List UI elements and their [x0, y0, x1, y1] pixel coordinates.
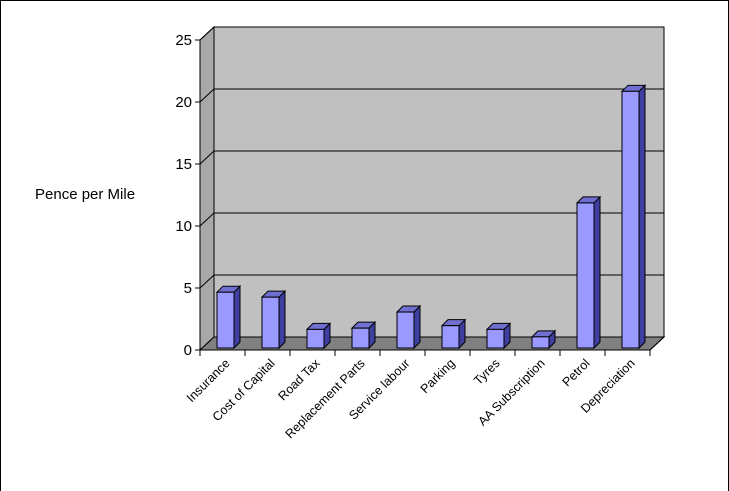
bar-front: [486, 328, 505, 349]
gridline: [199, 150, 664, 165]
bar-front: [576, 202, 595, 349]
y-tick-label: 5: [184, 280, 192, 297]
x-category-label: Parking: [418, 356, 458, 396]
x-axis-depth-line: [649, 336, 665, 351]
bar: [485, 322, 512, 350]
bar: [575, 195, 602, 350]
chart-gridlines: [199, 26, 664, 289]
bar-front: [621, 90, 640, 349]
bar: [215, 284, 242, 350]
bar: [395, 304, 422, 350]
bar-side: [593, 195, 601, 350]
bar-front: [396, 311, 415, 349]
bar: [620, 84, 647, 350]
bar-front: [531, 336, 550, 349]
bar-front: [261, 296, 280, 349]
bar-front: [216, 291, 235, 349]
bar-side: [233, 284, 241, 350]
bar-front: [351, 327, 370, 349]
x-category-label: Road Tax: [276, 356, 324, 404]
x-category-label: Tyres: [471, 356, 503, 388]
bar: [440, 318, 467, 350]
chart-axes: [199, 40, 665, 356]
bar: [530, 329, 557, 350]
bar: [260, 289, 287, 350]
gridline: [199, 88, 664, 103]
bar: [305, 322, 332, 350]
bar: [350, 320, 377, 350]
side-wall: [199, 25, 215, 352]
gridline: [199, 26, 664, 41]
y-tick-label: 0: [184, 342, 192, 359]
gridline: [199, 274, 664, 289]
x-category-label: Replacement Parts: [283, 356, 368, 441]
bar-front: [306, 328, 325, 349]
bar-side: [638, 84, 646, 350]
y-axis-ticks: 0 5 10 15 20 25: [175, 32, 200, 359]
y-tick-label: 10: [175, 218, 192, 235]
chart-bars: [215, 84, 647, 350]
x-category-label: Petrol: [560, 356, 593, 389]
y-tick-label: 25: [175, 32, 192, 49]
y-axis-title: Pence per Mile: [35, 186, 135, 203]
bar-side: [413, 304, 421, 350]
y-tick-label: 15: [175, 156, 192, 173]
bar-side: [278, 289, 286, 350]
y-tick-label: 20: [175, 94, 192, 111]
bar-front: [441, 325, 460, 349]
gridline: [199, 212, 664, 227]
